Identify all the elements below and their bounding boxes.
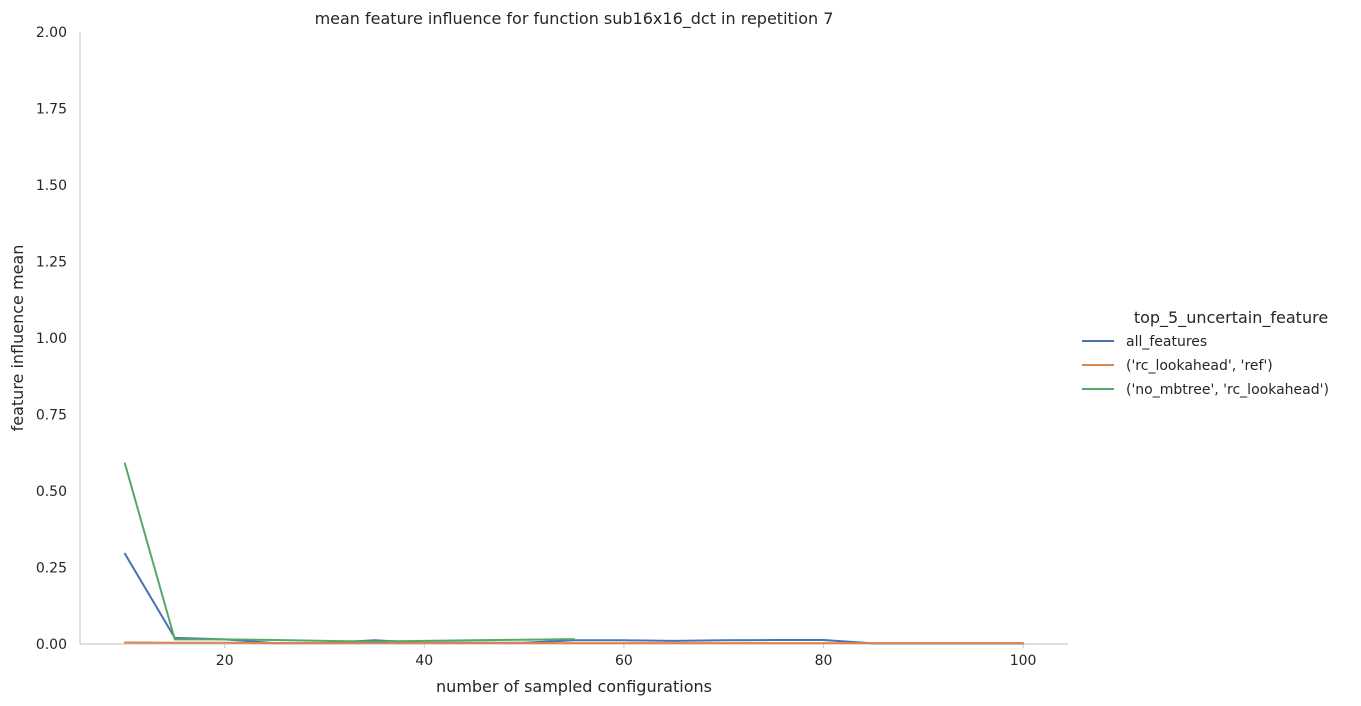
- x-tick-label: 100: [1010, 653, 1037, 669]
- legend: top_5_uncertain_feature all_features ('rc…: [1082, 308, 1329, 398]
- y-tick-label: 0.25: [36, 561, 67, 577]
- legend-items: all_features ('rc_lookahead', 'ref') ('no_…: [1082, 334, 1329, 398]
- series-lines: [123, 462, 1025, 645]
- y-tick-label: 1.50: [36, 178, 67, 194]
- series-line-2: [123, 462, 575, 643]
- legend-title: top_5_uncertain_feature: [1134, 308, 1328, 328]
- x-axis-ticks: 20 40 60 80 100: [216, 644, 1037, 669]
- x-tick-label: 20: [216, 653, 234, 669]
- x-tick-label: 60: [615, 653, 633, 669]
- chart-title: mean feature influence for function sub1…: [315, 9, 834, 29]
- x-tick-label: 80: [815, 653, 833, 669]
- y-axis-title: feature influence mean: [8, 245, 27, 432]
- y-tick-label: 0.75: [36, 408, 67, 424]
- series-line-1: [123, 641, 1025, 645]
- y-tick-label: 0.00: [36, 637, 67, 653]
- y-tick-label: 1.25: [36, 255, 67, 271]
- y-tick-label: 1.75: [36, 102, 67, 118]
- y-axis-ticks: 0.00 0.25 0.50 0.75 1.00 1.25 1.50 1.75 2.00: [36, 25, 67, 653]
- y-tick-label: 0.50: [36, 484, 67, 500]
- legend-label-1: ('rc_lookahead', 'ref'): [1126, 358, 1273, 374]
- y-tick-label: 1.00: [36, 331, 67, 347]
- legend-label-2: ('no_mbtree', 'rc_lookahead'): [1126, 382, 1329, 398]
- x-tick-label: 40: [415, 653, 433, 669]
- series-line-0: [123, 552, 1025, 645]
- legend-label-0: all_features: [1126, 334, 1207, 350]
- x-axis-title: number of sampled configurations: [436, 677, 712, 696]
- y-tick-label: 2.00: [36, 25, 67, 41]
